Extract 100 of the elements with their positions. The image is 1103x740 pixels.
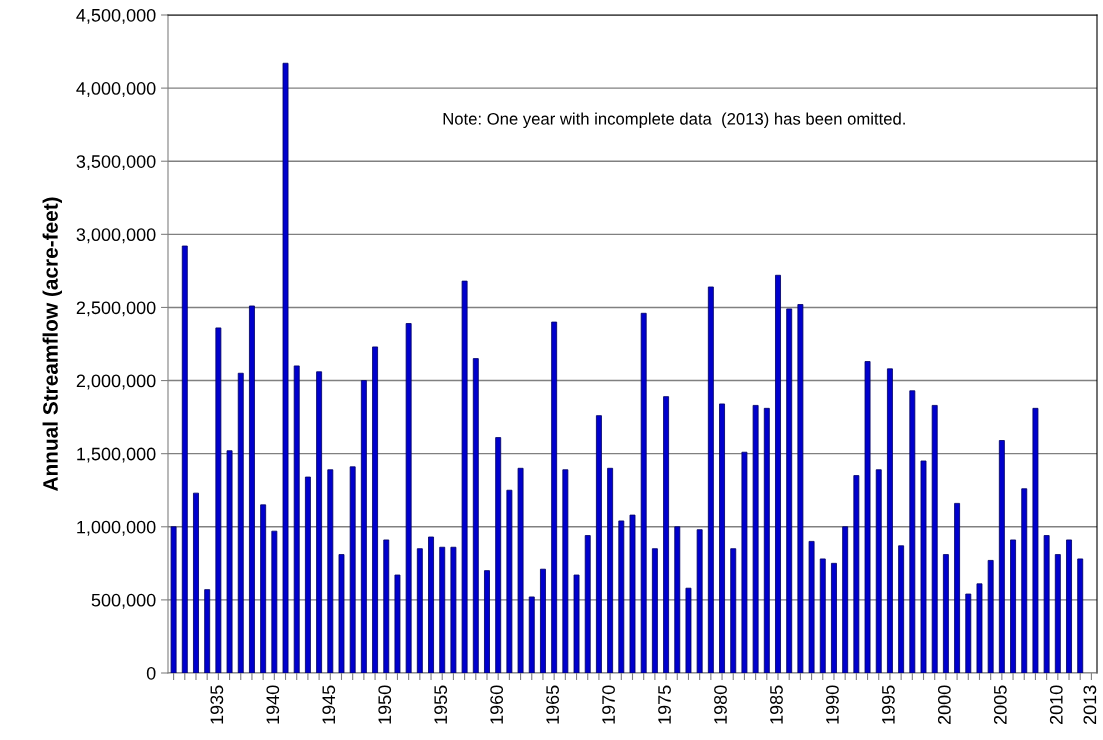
bar	[640, 312, 647, 673]
bar	[965, 593, 972, 673]
bar	[495, 437, 502, 673]
y-tick-label: 2,500,000	[76, 301, 156, 317]
bar	[450, 546, 457, 673]
bar	[987, 559, 994, 673]
bar	[383, 539, 390, 673]
bar	[360, 380, 367, 673]
y-tick-label: 1,500,000	[77, 447, 156, 463]
bar	[752, 404, 759, 673]
bar	[540, 568, 546, 673]
bar	[327, 469, 334, 673]
bar	[349, 466, 356, 673]
x-tick-label: 1970	[602, 685, 615, 724]
bar	[461, 280, 468, 673]
bar	[707, 286, 714, 673]
bar	[763, 407, 770, 673]
x-tick-label: 1985	[770, 685, 783, 724]
x-tick-label: 1950	[378, 685, 392, 724]
bar	[551, 321, 558, 673]
bar	[864, 361, 871, 673]
bar	[1032, 407, 1039, 673]
bar	[226, 450, 233, 673]
bar	[1021, 488, 1028, 673]
bar	[651, 548, 658, 673]
bar	[696, 529, 703, 673]
y-tick-label: 500,000	[91, 593, 156, 609]
y-tick-label: 3,500,000	[76, 155, 156, 171]
y-tick-label: 4,500,000	[76, 8, 156, 24]
x-tick-label: 1940	[266, 685, 280, 724]
bar	[394, 574, 401, 673]
bar	[573, 574, 580, 673]
x-tick-label: 1965	[546, 685, 559, 724]
bar	[931, 404, 938, 673]
y-tick-label: 1,000,000	[77, 520, 156, 536]
bar	[629, 514, 636, 673]
bar	[797, 304, 804, 673]
bar	[618, 520, 625, 673]
bar	[282, 62, 289, 673]
bar	[1010, 539, 1016, 673]
bar	[786, 308, 793, 673]
bar	[875, 469, 882, 673]
bar	[215, 327, 222, 673]
bar	[909, 390, 916, 673]
bar	[439, 546, 446, 673]
x-tick-label: 1990	[826, 685, 839, 724]
x-tick-label: 2005	[993, 685, 1007, 725]
bar	[719, 403, 725, 673]
x-tick-label: 1945	[322, 685, 336, 724]
x-tick-label: 2010	[1049, 685, 1063, 725]
bar	[584, 535, 591, 673]
annotation: Note: One year with incomplete data (2013) has been omitted.	[443, 112, 905, 129]
bar	[260, 504, 267, 673]
y-tick-label: 2,000,000	[76, 374, 156, 390]
bar	[170, 526, 177, 673]
bar	[976, 583, 983, 673]
bar	[293, 365, 300, 673]
bar	[595, 415, 602, 673]
bar	[685, 587, 692, 673]
bar	[998, 440, 1005, 673]
bar	[607, 467, 614, 673]
bar	[193, 492, 199, 673]
bar	[562, 469, 569, 673]
y-axis-title: Annual Streamflow (acre-feet)	[42, 197, 62, 492]
x-tick-label: 1960	[490, 685, 504, 724]
x-tick-label: 2013	[1083, 685, 1097, 725]
bar	[730, 548, 737, 673]
bar	[181, 245, 188, 673]
bar	[1077, 558, 1084, 673]
x-tick-label: 1935	[210, 685, 224, 724]
bar	[428, 536, 434, 673]
bar	[372, 346, 378, 673]
x-tick-label: 1955	[434, 685, 448, 724]
bar	[831, 562, 837, 673]
bar	[1066, 539, 1072, 673]
x-tick-label: 1975	[658, 685, 671, 724]
bar	[271, 530, 278, 673]
bar	[405, 323, 412, 673]
bar	[808, 540, 815, 673]
bar	[942, 554, 949, 673]
y-tick-label: 4,000,000	[76, 82, 156, 97]
bar	[887, 368, 893, 673]
bar	[663, 396, 670, 673]
bar	[819, 558, 826, 673]
bar	[853, 475, 860, 673]
bar	[920, 460, 927, 673]
bar	[674, 526, 681, 673]
bar	[338, 554, 345, 673]
x-tick-label: 1980	[714, 685, 727, 724]
x-tick-label: 2000	[937, 685, 951, 725]
bar	[954, 502, 961, 673]
bar	[237, 372, 244, 673]
bar	[741, 451, 748, 673]
y-tick-label: 0	[146, 666, 156, 680]
bar	[416, 548, 423, 673]
bar	[316, 371, 323, 673]
bar	[517, 467, 524, 673]
bar	[304, 476, 311, 673]
bar	[842, 526, 849, 673]
bar	[484, 570, 490, 673]
